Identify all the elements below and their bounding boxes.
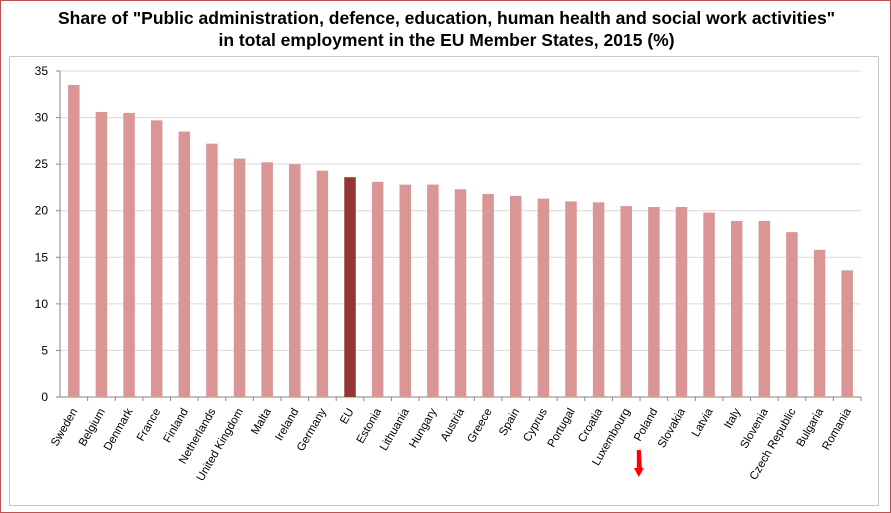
x-tick-label-eu: EU [338, 407, 356, 427]
bars [68, 84, 853, 398]
bar-netherlands [206, 143, 218, 397]
bar-france [150, 120, 163, 397]
bar-united-kingdom [233, 158, 246, 397]
x-tick-label-spain: Spain [497, 407, 522, 438]
x-tick-label-belgium: Belgium [77, 407, 108, 449]
y-tick-label-15: 15 [35, 250, 49, 264]
bar-greece [482, 193, 494, 397]
x-tick-label-hungary: Hungary [407, 406, 439, 450]
bar-eu [344, 177, 356, 397]
bar-spain [509, 195, 522, 397]
y-tick-label-10: 10 [35, 297, 49, 311]
x-tick-label-finland: Finland [162, 407, 191, 446]
x-tick-label-croatia: Croatia [576, 406, 605, 445]
y-tick-label-25: 25 [35, 157, 49, 171]
bar-italy [730, 220, 743, 397]
y-tick-label-20: 20 [35, 204, 49, 218]
bar-cyprus [537, 198, 550, 397]
bar-germany [316, 170, 329, 397]
bar-luxembourg [620, 206, 632, 397]
bar-czech-republic [786, 232, 798, 397]
bar-ireland [289, 164, 301, 397]
x-tick-label-malta: Malta [249, 406, 274, 437]
bar-latvia [703, 212, 715, 397]
bar-austria [454, 189, 467, 397]
x-tick-label-estonia: Estonia [355, 406, 385, 446]
y-tick-label-0: 0 [41, 390, 48, 404]
bar-sweden [68, 84, 80, 397]
x-tick-label-greece: Greece [465, 407, 494, 446]
x-tick-label-portugal: Portugal [546, 407, 578, 450]
chart-title-line-2: in total employment in the EU Member Sta… [218, 30, 675, 50]
bar-malta [261, 162, 273, 397]
bar-finland [178, 131, 191, 398]
annotations [633, 450, 644, 477]
bar-denmark [123, 112, 135, 398]
x-tick-label-austria: Austria [439, 406, 468, 444]
bar-portugal [565, 201, 577, 397]
x-tick-label-sweden: Sweden [49, 407, 80, 449]
y-tick-label-35: 35 [35, 64, 49, 78]
y-tick-label-5: 5 [41, 343, 48, 357]
bar-slovakia [675, 206, 688, 397]
bar-bulgaria [813, 249, 826, 397]
bar-croatia [592, 202, 605, 397]
y-tick-labels: 0 5 10 15 20 25 30 35 [35, 64, 49, 404]
x-tick-label-italy: Italy [722, 406, 743, 430]
x-tick-label-slovakia: Slovakia [656, 406, 688, 450]
x-tick-label-cyprus: Cyprus [521, 406, 550, 444]
x-tick-label-latvia: Latvia [690, 406, 716, 439]
x-tick-label-ireland: Ireland [273, 407, 301, 443]
bar-slovenia [758, 220, 771, 397]
bar-belgium [95, 111, 108, 398]
x-tick-label-france: France [135, 407, 163, 444]
y-tick-label-30: 30 [35, 111, 49, 125]
chart-title-line-1: Share of "Public administration, defence… [57, 8, 836, 28]
red-arrow-marker [633, 450, 644, 477]
bar-hungary [427, 184, 439, 397]
bar-estonia [371, 181, 384, 397]
x-tick-label-poland: Poland [632, 407, 660, 444]
bar-romania [841, 270, 853, 397]
bar-lithuania [399, 184, 412, 397]
chart-title: Share of "Public administration, defence… [1, 7, 891, 51]
bar-poland [648, 206, 660, 397]
